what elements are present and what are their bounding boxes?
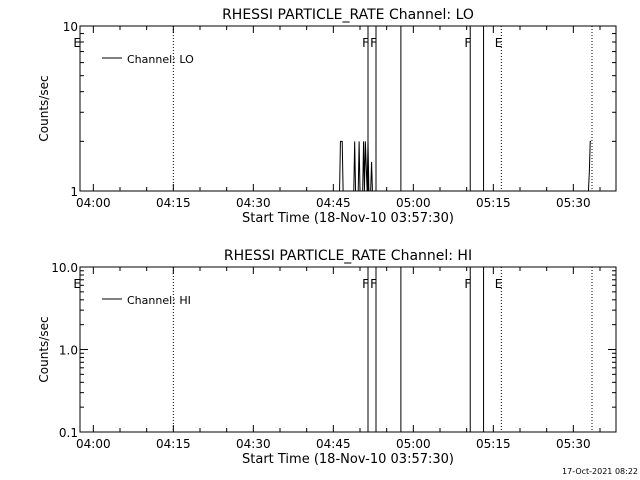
x-axis-label: Start Time (18-Nov-10 03:57:30) bbox=[242, 211, 454, 226]
y-tick-label: 10 bbox=[63, 20, 78, 34]
lo-channel-plot: RHESSI PARTICLE_RATE Channel: LO 04:00 04:… bbox=[37, 7, 617, 226]
event-marker-label: E bbox=[73, 36, 81, 50]
event-marker-label: F bbox=[464, 36, 471, 50]
x-tick-label: 05:00 bbox=[396, 196, 431, 210]
y-axis-label: Counts/sec bbox=[37, 75, 51, 141]
event-marker-label: E bbox=[73, 277, 81, 291]
x-tick-label: 04:30 bbox=[236, 437, 271, 451]
chart-title: RHESSI PARTICLE_RATE Channel: LO bbox=[222, 7, 474, 23]
x-tick-label: 05:00 bbox=[396, 437, 431, 451]
legend-label: Channel: HI bbox=[127, 294, 191, 307]
x-tick-label: 05:15 bbox=[476, 437, 511, 451]
legend-label: Channel: LO bbox=[127, 53, 194, 66]
event-marker-label: F bbox=[370, 36, 377, 50]
x-tick-label: 04:45 bbox=[316, 437, 351, 451]
footer-timestamp: 17-Oct-2021 08:22 bbox=[562, 467, 638, 476]
x-tick-label: 04:00 bbox=[76, 437, 111, 451]
y-axis-label: Counts/sec bbox=[37, 316, 51, 382]
x-tick-label: 05:15 bbox=[476, 196, 511, 210]
chart-title: RHESSI PARTICLE_RATE Channel: HI bbox=[224, 248, 472, 264]
hi-channel-plot: RHESSI PARTICLE_RATE Channel: HI 04:00 04:… bbox=[37, 248, 617, 467]
event-marker-label: F bbox=[464, 277, 471, 291]
event-marker-label: F bbox=[370, 277, 377, 291]
x-tick-label: 04:45 bbox=[316, 196, 351, 210]
y-tick-label: 1 bbox=[70, 185, 78, 199]
x-tick-label: 04:15 bbox=[156, 437, 191, 451]
series-line bbox=[339, 140, 592, 192]
x-tick-label: 05:30 bbox=[556, 196, 591, 210]
x-tick-label: 04:30 bbox=[236, 196, 271, 210]
x-tick-label: 05:30 bbox=[556, 437, 591, 451]
event-marker-label: E bbox=[495, 277, 503, 291]
plot-frame bbox=[79, 266, 617, 433]
plot-frame bbox=[79, 25, 617, 192]
event-marker-label: F bbox=[362, 277, 369, 291]
y-tick-label: 0.1 bbox=[59, 426, 78, 440]
x-axis-label: Start Time (18-Nov-10 03:57:30) bbox=[242, 452, 454, 467]
event-marker-label: F bbox=[362, 36, 369, 50]
x-tick-label: 04:00 bbox=[76, 196, 111, 210]
event-marker-label: E bbox=[495, 36, 503, 50]
y-tick-label: 10.0 bbox=[51, 261, 78, 275]
x-tick-label: 04:15 bbox=[156, 196, 191, 210]
y-tick-label: 1.0 bbox=[59, 344, 78, 358]
